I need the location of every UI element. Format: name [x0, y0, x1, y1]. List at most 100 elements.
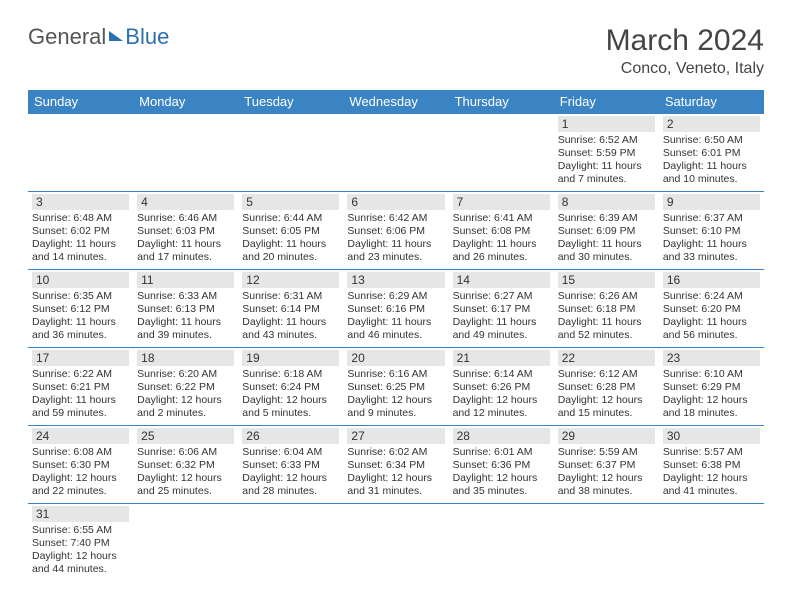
day-number: 13 — [347, 272, 444, 288]
calendar-day-cell: 17Sunrise: 6:22 AMSunset: 6:21 PMDayligh… — [28, 348, 133, 426]
weekday-header: Monday — [133, 90, 238, 114]
calendar-day-cell: 29 Sunrise: 5:59 AMSunset: 6:37 PMDayligh… — [554, 426, 659, 504]
daylight-text: Daylight: 11 hours and 14 minutes. — [32, 238, 129, 264]
logo-text-blue: Blue — [125, 24, 169, 50]
daylight-text: Daylight: 11 hours and 52 minutes. — [558, 316, 655, 342]
calendar-week-row: 1Sunrise: 6:52 AMSunset: 5:59 PMDaylight… — [28, 114, 764, 192]
calendar-day-cell: 18 Sunrise: 6:20 AMSunset: 6:22 PMDayligh… — [133, 348, 238, 426]
day-number: 10 — [32, 272, 129, 288]
day-details: Sunrise: 6:26 AMSunset: 6:18 PMDaylight:… — [558, 290, 655, 343]
calendar-day-cell: 7 Sunrise: 6:41 AMSunset: 6:08 PMDaylight… — [449, 192, 554, 270]
sunset-text: Sunset: 6:02 PM — [32, 225, 129, 238]
calendar-week-row: 31Sunrise: 6:55 AMSunset: 7:40 PMDayligh… — [28, 504, 764, 582]
sunrise-text: Sunrise: 6:10 AM — [663, 368, 760, 381]
calendar-day-cell: 16Sunrise: 6:24 AMSunset: 6:20 PMDayligh… — [659, 270, 764, 348]
day-number: 25 — [137, 428, 234, 444]
sunrise-text: Sunrise: 6:33 AM — [137, 290, 234, 303]
day-details: Sunrise: 5:59 AMSunset: 6:37 PMDaylight:… — [558, 446, 655, 499]
sunrise-text: Sunrise: 6:02 AM — [347, 446, 444, 459]
month-title: March 2024 — [606, 24, 764, 58]
sunset-text: Sunset: 6:26 PM — [453, 381, 550, 394]
calendar-day-cell: 23Sunrise: 6:10 AMSunset: 6:29 PMDayligh… — [659, 348, 764, 426]
day-details: Sunrise: 6:24 AMSunset: 6:20 PMDaylight:… — [663, 290, 760, 343]
day-number: 29 — [558, 428, 655, 444]
daylight-text: Daylight: 11 hours and 56 minutes. — [663, 316, 760, 342]
sunset-text: Sunset: 6:05 PM — [242, 225, 339, 238]
day-number: 26 — [242, 428, 339, 444]
day-number: 31 — [32, 506, 129, 522]
sunset-text: Sunset: 6:01 PM — [663, 147, 760, 160]
calendar-day-cell — [133, 504, 238, 582]
day-details: Sunrise: 6:37 AMSunset: 6:10 PMDaylight:… — [663, 212, 760, 265]
daylight-text: Daylight: 11 hours and 20 minutes. — [242, 238, 339, 264]
daylight-text: Daylight: 12 hours and 38 minutes. — [558, 472, 655, 498]
daylight-text: Daylight: 11 hours and 43 minutes. — [242, 316, 339, 342]
day-number: 14 — [453, 272, 550, 288]
sunset-text: Sunset: 6:28 PM — [558, 381, 655, 394]
daylight-text: Daylight: 12 hours and 22 minutes. — [32, 472, 129, 498]
day-number: 27 — [347, 428, 444, 444]
calendar-day-cell: 25Sunrise: 6:06 AMSunset: 6:32 PMDayligh… — [133, 426, 238, 504]
day-number: 21 — [453, 350, 550, 366]
sunrise-text: Sunrise: 6:14 AM — [453, 368, 550, 381]
sunset-text: Sunset: 6:17 PM — [453, 303, 550, 316]
calendar-day-cell: 15 Sunrise: 6:26 AMSunset: 6:18 PMDayligh… — [554, 270, 659, 348]
calendar-week-row: 3Sunrise: 6:48 AMSunset: 6:02 PMDaylight… — [28, 192, 764, 270]
logo-text-general: General — [28, 24, 106, 50]
day-details: Sunrise: 6:14 AMSunset: 6:26 PMDaylight:… — [453, 368, 550, 421]
day-details: Sunrise: 6:20 AMSunset: 6:22 PMDaylight:… — [137, 368, 234, 421]
day-number: 7 — [453, 194, 550, 210]
sunrise-text: Sunrise: 6:35 AM — [32, 290, 129, 303]
day-number: 4 — [137, 194, 234, 210]
daylight-text: Daylight: 12 hours and 15 minutes. — [558, 394, 655, 420]
weekday-header-row: Sunday Monday Tuesday Wednesday Thursday… — [28, 90, 764, 114]
day-number: 12 — [242, 272, 339, 288]
sunrise-text: Sunrise: 6:55 AM — [32, 524, 129, 537]
day-details: Sunrise: 6:42 AMSunset: 6:06 PMDaylight:… — [347, 212, 444, 265]
daylight-text: Daylight: 11 hours and 30 minutes. — [558, 238, 655, 264]
calendar-week-row: 10Sunrise: 6:35 AMSunset: 6:12 PMDayligh… — [28, 270, 764, 348]
daylight-text: Daylight: 12 hours and 9 minutes. — [347, 394, 444, 420]
sunset-text: Sunset: 6:12 PM — [32, 303, 129, 316]
day-details: Sunrise: 6:41 AMSunset: 6:08 PMDaylight:… — [453, 212, 550, 265]
sunset-text: Sunset: 6:32 PM — [137, 459, 234, 472]
day-number: 15 — [558, 272, 655, 288]
weekday-header: Tuesday — [238, 90, 343, 114]
sunrise-text: Sunrise: 6:44 AM — [242, 212, 339, 225]
calendar-day-cell: 14 Sunrise: 6:27 AMSunset: 6:17 PMDayligh… — [449, 270, 554, 348]
location: Conco, Veneto, Italy — [606, 60, 764, 78]
day-details: Sunrise: 6:31 AMSunset: 6:14 PMDaylight:… — [242, 290, 339, 343]
calendar-day-cell: 2Sunrise: 6:50 AMSunset: 6:01 PMDaylight… — [659, 114, 764, 192]
daylight-text: Daylight: 12 hours and 41 minutes. — [663, 472, 760, 498]
calendar-day-cell — [449, 114, 554, 192]
sunrise-text: Sunrise: 6:24 AM — [663, 290, 760, 303]
calendar-day-cell — [238, 114, 343, 192]
calendar-day-cell: 13Sunrise: 6:29 AMSunset: 6:16 PMDayligh… — [343, 270, 448, 348]
sunset-text: Sunset: 6:08 PM — [453, 225, 550, 238]
calendar-day-cell — [659, 504, 764, 582]
calendar-week-row: 24Sunrise: 6:08 AMSunset: 6:30 PMDayligh… — [28, 426, 764, 504]
sunrise-text: Sunrise: 6:01 AM — [453, 446, 550, 459]
day-details: Sunrise: 6:27 AMSunset: 6:17 PMDaylight:… — [453, 290, 550, 343]
day-details: Sunrise: 6:46 AMSunset: 6:03 PMDaylight:… — [137, 212, 234, 265]
calendar-day-cell: 24Sunrise: 6:08 AMSunset: 6:30 PMDayligh… — [28, 426, 133, 504]
day-number: 23 — [663, 350, 760, 366]
sunset-text: Sunset: 6:34 PM — [347, 459, 444, 472]
logo-triangle-icon — [109, 31, 123, 41]
day-number: 17 — [32, 350, 129, 366]
day-number: 22 — [558, 350, 655, 366]
sunset-text: Sunset: 6:30 PM — [32, 459, 129, 472]
sunset-text: Sunset: 6:24 PM — [242, 381, 339, 394]
daylight-text: Daylight: 11 hours and 36 minutes. — [32, 316, 129, 342]
sunrise-text: Sunrise: 6:27 AM — [453, 290, 550, 303]
sunset-text: Sunset: 6:25 PM — [347, 381, 444, 394]
calendar-day-cell: 22Sunrise: 6:12 AMSunset: 6:28 PMDayligh… — [554, 348, 659, 426]
weekday-header: Friday — [554, 90, 659, 114]
sunset-text: Sunset: 6:29 PM — [663, 381, 760, 394]
sunset-text: Sunset: 6:33 PM — [242, 459, 339, 472]
calendar-day-cell: 27Sunrise: 6:02 AMSunset: 6:34 PMDayligh… — [343, 426, 448, 504]
day-number: 18 — [137, 350, 234, 366]
daylight-text: Daylight: 12 hours and 25 minutes. — [137, 472, 234, 498]
day-details: Sunrise: 6:08 AMSunset: 6:30 PMDaylight:… — [32, 446, 129, 499]
calendar-day-cell: 19Sunrise: 6:18 AMSunset: 6:24 PMDayligh… — [238, 348, 343, 426]
